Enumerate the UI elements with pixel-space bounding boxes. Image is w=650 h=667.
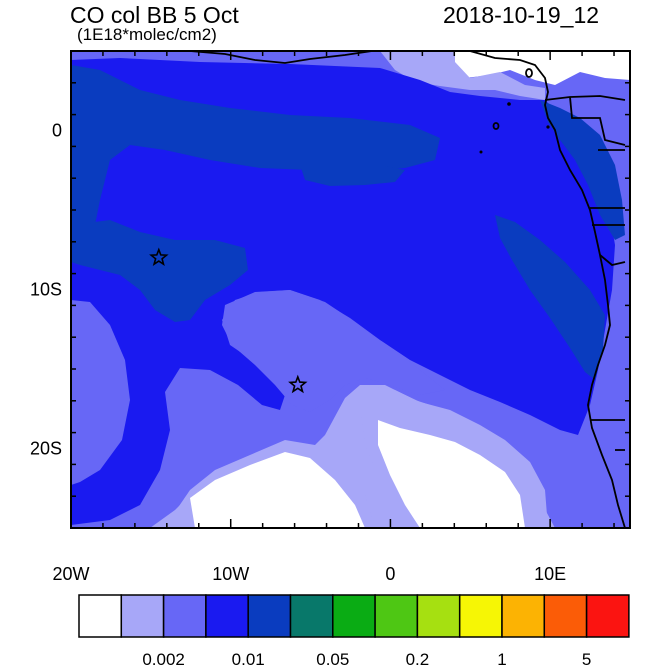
field-level-3	[71, 58, 615, 525]
field-level-2-center	[222, 290, 445, 412]
y-tick-label: 0	[52, 121, 62, 141]
station-markers	[149, 247, 308, 394]
map-title: CO col BB 5 Oct	[70, 2, 239, 28]
field-white-south-east	[378, 420, 525, 528]
x-tick-label: 10E	[534, 564, 566, 584]
colorbar-label: 0.05	[316, 650, 349, 667]
field-level-4-west	[71, 220, 248, 322]
colorbar-swatch	[120, 594, 165, 638]
colorbar-swatch	[78, 594, 123, 638]
colorbar	[78, 594, 630, 638]
colorbar-swatch	[162, 594, 207, 638]
colorbar-label: 0.01	[232, 650, 265, 667]
field-level-4-band	[71, 65, 440, 228]
star-marker-2	[288, 374, 308, 394]
units-label: (1E18*molec/cm2)	[77, 25, 217, 44]
star-marker-1	[149, 247, 169, 267]
field-level-2-west	[71, 300, 130, 485]
colorbar-swatch	[585, 594, 630, 638]
colorbar-label: 5	[582, 650, 591, 667]
valid-time: 2018-10-19_12	[443, 2, 600, 28]
colorbar-swatch	[332, 594, 376, 638]
map-frame	[70, 50, 631, 529]
colorbar-swatch	[374, 594, 419, 638]
colorbar-swatch	[416, 594, 461, 638]
colorbar-swatch	[205, 594, 249, 638]
y-tick-labels: 0 10S 20S	[30, 121, 62, 459]
field-level-0-north	[455, 51, 630, 85]
colorbar-label: 0.002	[142, 650, 185, 667]
coastline	[189, 51, 626, 528]
x-tick-label: 20W	[52, 564, 89, 584]
field-white-sw	[190, 452, 365, 528]
colorbar-swatch	[247, 594, 292, 638]
colorbar-swatch	[458, 594, 503, 638]
field-light-north	[380, 51, 545, 100]
field-level-4-blob	[300, 160, 405, 186]
x-tick-labels: 20W 10W 0 10E	[52, 564, 566, 584]
colorbar-label: 1	[497, 650, 506, 667]
colorbar-label: 0.2	[406, 650, 430, 667]
field-level-4-east	[495, 215, 605, 380]
axis-ticks	[70, 50, 630, 529]
field-level-4-coast	[540, 100, 625, 240]
x-tick-label: 0	[385, 564, 395, 584]
y-tick-label: 20S	[30, 439, 62, 459]
y-tick-label: 10S	[30, 280, 62, 300]
colorbar-swatch	[543, 594, 588, 638]
colorbar-swatch	[289, 594, 334, 638]
x-tick-label: 10W	[212, 564, 249, 584]
colorbar-labels: 0.002 0.01 0.05 0.2 1 5	[142, 650, 591, 667]
co-field	[71, 51, 630, 528]
colorbar-swatch	[501, 594, 546, 638]
coastline-islands	[479, 102, 550, 154]
